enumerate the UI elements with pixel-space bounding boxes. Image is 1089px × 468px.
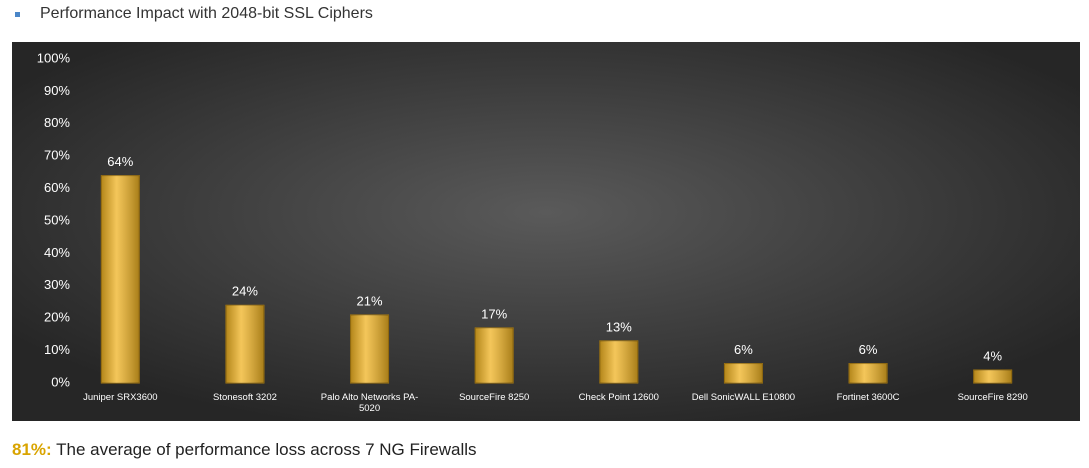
footer-highlight: 81%: — [12, 440, 52, 459]
value-label: 13% — [606, 319, 632, 334]
y-tick-label: 60% — [44, 180, 70, 195]
x-tick-label: SourceFire 8290 — [957, 392, 1028, 403]
y-tick-label: 0% — [51, 374, 70, 389]
x-labels: Juniper SRX3600 Stonesoft 3202 Palo Alto N… — [12, 390, 1080, 420]
y-tick-label: 50% — [44, 212, 70, 227]
x-tick-label: Stonesoft 3202 — [212, 392, 277, 403]
y-tick-label: 40% — [44, 245, 70, 260]
x-tick-label: Check Point 12600 — [578, 392, 659, 403]
value-label: 6% — [734, 342, 753, 357]
y-tick-label: 70% — [44, 148, 70, 163]
bar-shine — [724, 363, 763, 383]
bar-shine — [225, 305, 264, 383]
footer-text: The average of performance loss across 7… — [56, 440, 477, 459]
bar-shine — [973, 370, 1012, 383]
y-tick-label: 20% — [44, 310, 70, 325]
y-tick-label: 80% — [44, 115, 70, 130]
value-label: 21% — [357, 293, 383, 308]
x-tick-label: Juniper SRX3600 — [83, 392, 158, 403]
chart-background — [12, 42, 1080, 421]
bar-shine — [599, 340, 638, 383]
header-text: Performance Impact with 2048-bit SSL Cip… — [40, 5, 373, 22]
bar-shine — [350, 314, 389, 383]
x-tick-label: SourceFire 8250 — [459, 392, 530, 403]
x-tick-label: Palo Alto Networks PA-5020 — [320, 392, 419, 414]
bar-shine — [101, 175, 140, 383]
bar-shine — [849, 363, 888, 383]
y-tick-label: 10% — [44, 342, 70, 357]
x-tick-label: Dell SonicWALL E10800 — [691, 392, 796, 403]
y-tick-label: 90% — [44, 83, 70, 98]
footer: 81%: The average of performance loss acr… — [12, 440, 477, 460]
chart: 0% 10% 20% 30% 40% 50% 60% 70% 80% 90% 100% 64% 24% 2… — [12, 42, 1080, 421]
bar-shine — [475, 327, 514, 383]
value-label: 64% — [107, 154, 133, 169]
value-label: 24% — [232, 284, 258, 299]
value-label: 4% — [983, 348, 1002, 363]
bullet — [15, 12, 20, 17]
value-label: 6% — [859, 342, 878, 357]
y-tick-label: 30% — [44, 277, 70, 292]
x-tick-label: Fortinet 3600C — [836, 392, 900, 403]
y-tick-label: 100% — [37, 50, 71, 65]
value-label: 17% — [481, 306, 507, 321]
